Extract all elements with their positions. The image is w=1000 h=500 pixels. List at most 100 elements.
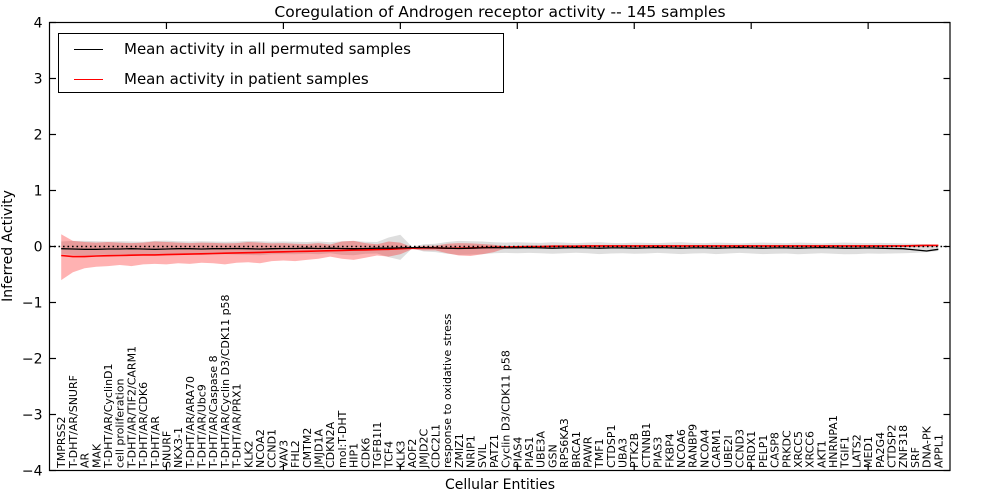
x-axis-label: Cellular Entities xyxy=(444,477,556,493)
x-category-label: FKBP4 xyxy=(663,433,676,468)
x-category-label: JMJD2C xyxy=(418,429,431,469)
x-category-label: T-DHT/AR/TIF2/CARM1 xyxy=(125,346,138,469)
x-category-label: Cyclin D3/CDK11 p58 xyxy=(500,350,513,468)
x-category-label: RANBP9 xyxy=(687,424,700,468)
y-tick-label: −1 xyxy=(22,296,43,312)
x-category-label: cell proliferation xyxy=(114,378,127,468)
permuted-mean-line xyxy=(61,246,939,252)
x-category-label: MAK xyxy=(90,443,103,468)
x-category-label: CASP8 xyxy=(769,432,782,468)
x-category-label: MED1 xyxy=(862,436,875,468)
x-category-label: JMJD1A xyxy=(313,429,326,469)
x-category-label: CDKN2A xyxy=(324,421,337,468)
x-category-label: TMPRSS2 xyxy=(55,417,68,469)
legend-label-permuted: Mean activity in all permuted samples xyxy=(124,40,411,58)
y-axis-label: Inferred Activity xyxy=(0,190,16,302)
x-category-label: TCF4 xyxy=(383,441,396,469)
x-category-label: mol:T-DHT xyxy=(336,410,349,468)
x-category-label: GSN xyxy=(546,444,559,468)
x-category-label: ZNF318 xyxy=(897,425,910,468)
x-category-label: ZMIZ1 xyxy=(453,433,466,468)
x-category-label: CCND3 xyxy=(734,429,747,468)
x-category-label: CMTM2 xyxy=(301,428,314,468)
x-category-label: KLK3 xyxy=(394,440,407,468)
x-category-label: NCOA6 xyxy=(675,429,688,468)
x-category-label: PATZ1 xyxy=(488,434,501,468)
x-category-label: T-DHT/AR/Ubc9 xyxy=(196,384,209,469)
y-tick-label: 3 xyxy=(34,72,43,88)
x-category-label: CTDSP1 xyxy=(605,425,618,468)
x-category-label: LATS2 xyxy=(850,434,863,468)
patient-band xyxy=(61,234,939,281)
legend-item-patient: Mean activity in patient samples xyxy=(59,64,503,94)
x-category-label: RPS6KA3 xyxy=(558,418,571,468)
x-category-label: CTDSP2 xyxy=(886,425,899,468)
x-category-label: UBE3A xyxy=(535,430,548,468)
legend-line-permuted xyxy=(74,48,103,50)
x-category-label: response to oxidative stress xyxy=(441,313,454,468)
x-category-label: PRDX1 xyxy=(745,431,758,468)
x-category-label: KLK2 xyxy=(242,440,255,468)
x-category-labels: TMPRSS2T-DHT/AR/SNURFARMAKT-DHT/AR/Cycli… xyxy=(55,294,945,469)
x-category-label: PIAS3 xyxy=(652,437,665,468)
x-category-label: T-DHT/AR xyxy=(149,416,162,469)
x-category-label: NCOA4 xyxy=(698,429,711,468)
x-axis-ticks xyxy=(165,22,869,471)
y-tick-label: −4 xyxy=(22,464,43,480)
y-tick-label: 0 xyxy=(34,240,43,256)
x-category-label: PIAS4 xyxy=(511,437,524,468)
x-category-label: T-DHT/AR/CyclinD1 xyxy=(102,363,115,469)
y-axis-ticks: −4 −3 −2 −1 0 1 2 3 4 xyxy=(22,16,950,480)
x-category-label: PA2G4 xyxy=(874,432,887,468)
x-category-label: T-DHT/AR/CDK6 xyxy=(137,382,150,469)
x-category-label: AOF2 xyxy=(406,439,419,468)
x-category-label: CARM1 xyxy=(710,429,723,468)
y-tick-label: 1 xyxy=(34,184,43,200)
x-category-label: NCOA2 xyxy=(254,429,267,468)
chart-title: Coregulation of Androgen receptor activi… xyxy=(274,3,726,21)
x-category-label: UBA3 xyxy=(617,438,630,468)
x-category-label: T-DHT/AR/PRX1 xyxy=(231,383,244,469)
x-category-label: PRKDC xyxy=(780,430,793,468)
x-category-label: APPL1 xyxy=(932,434,945,468)
y-tick-label: −2 xyxy=(22,352,43,368)
x-category-label: PELP1 xyxy=(757,435,770,468)
x-category-label: BRCA1 xyxy=(570,431,583,468)
legend-label-patient: Mean activity in patient samples xyxy=(124,70,369,88)
x-category-label: CDK6 xyxy=(359,438,372,468)
y-tick-label: 4 xyxy=(34,16,43,32)
x-category-label: T-DHT/AR/Caspase 8 xyxy=(207,355,220,469)
x-category-label: NKX3-1 xyxy=(172,427,185,468)
x-category-label: SVIL xyxy=(476,443,489,468)
x-category-label: PAWR xyxy=(582,436,595,468)
x-category-label: HIP1 xyxy=(348,443,361,468)
legend-line-patient xyxy=(74,78,103,80)
x-category-label: TMF1 xyxy=(593,438,606,469)
x-category-label: XRCC6 xyxy=(804,431,817,468)
x-category-label: CTNNB1 xyxy=(640,423,653,468)
x-category-label: SRF xyxy=(909,447,922,468)
x-category-label: AKT1 xyxy=(815,440,828,468)
x-category-label: DNA-PK xyxy=(921,425,934,468)
x-category-label: PTK2B xyxy=(628,433,641,468)
x-category-label: NRIP1 xyxy=(465,435,478,468)
x-category-label: T-DHT/AR/Cyclin D3/CDK11 p58 xyxy=(219,294,232,469)
x-category-label: HNRNPA1 xyxy=(827,415,840,468)
x-category-label: CDC2L1 xyxy=(429,424,442,468)
x-category-label: T-DHT/AR/ARA70 xyxy=(184,376,197,469)
x-category-label: TGFB1I1 xyxy=(371,422,384,469)
x-category-label: CCND1 xyxy=(266,429,279,468)
x-category-label: PIAS1 xyxy=(523,437,536,468)
x-category-label: AR xyxy=(79,452,92,468)
x-category-label: TGIF1 xyxy=(839,436,852,469)
y-tick-label: −3 xyxy=(22,408,43,424)
x-category-label: UBE2I xyxy=(722,435,735,468)
x-category-label: XRCC5 xyxy=(792,431,805,468)
legend-item-permuted: Mean activity in all permuted samples xyxy=(59,34,503,64)
y-tick-label: 2 xyxy=(34,128,43,144)
legend: Mean activity in all permuted samples Me… xyxy=(58,33,504,93)
x-category-label: SNURF xyxy=(160,431,173,468)
x-category-label: FHL2 xyxy=(289,440,302,468)
